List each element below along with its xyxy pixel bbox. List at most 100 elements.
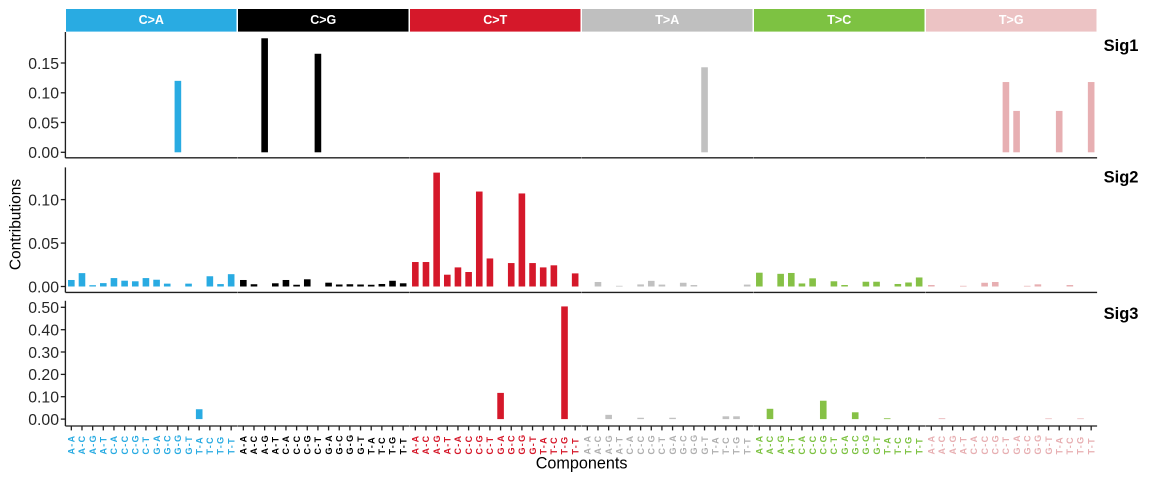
svg-text:0.05: 0.05: [28, 236, 59, 253]
svg-text:A-A: A-A: [67, 435, 77, 455]
svg-text:0.20: 0.20: [28, 367, 59, 384]
svg-text:A-A: A-A: [927, 435, 937, 455]
svg-text:A-T: A-T: [615, 436, 625, 455]
svg-text:C-G: C-G: [302, 434, 312, 454]
svg-text:A-T: A-T: [271, 436, 281, 455]
svg-text:A-C: A-C: [249, 435, 259, 455]
svg-text:C-G: C-G: [474, 434, 484, 454]
svg-text:A-G: A-G: [776, 434, 786, 454]
svg-text:G-C: G-C: [678, 434, 688, 454]
svg-text:C>T: C>T: [483, 13, 507, 27]
svg-text:T-A: T-A: [366, 436, 376, 454]
svg-text:G-G: G-G: [689, 434, 699, 455]
svg-text:C-A: C-A: [969, 435, 979, 455]
svg-text:A-G: A-G: [260, 434, 270, 454]
svg-text:T-G: T-G: [732, 436, 742, 455]
svg-text:G-T: G-T: [356, 435, 366, 454]
svg-text:0.10: 0.10: [28, 192, 59, 209]
svg-text:T>G: T>G: [999, 13, 1024, 27]
svg-text:T-G: T-G: [388, 436, 398, 455]
svg-text:G-T: G-T: [872, 435, 882, 454]
svg-text:T-T: T-T: [226, 437, 236, 454]
svg-text:C-T: C-T: [657, 436, 667, 455]
svg-text:C-G: C-G: [818, 434, 828, 454]
svg-text:0.00: 0.00: [28, 279, 59, 296]
svg-text:C-C: C-C: [464, 435, 474, 455]
svg-text:C>G: C>G: [310, 13, 336, 27]
svg-text:T-G: T-G: [560, 436, 570, 455]
svg-text:A-C: A-C: [421, 435, 431, 455]
svg-text:A-C: A-C: [765, 435, 775, 455]
svg-text:G-T: G-T: [700, 435, 710, 454]
svg-text:T-T: T-T: [914, 437, 924, 454]
svg-text:A-T: A-T: [443, 436, 453, 455]
svg-text:T-C: T-C: [377, 436, 387, 454]
svg-text:0.05: 0.05: [28, 115, 59, 132]
svg-text:A-C: A-C: [937, 435, 947, 455]
svg-text:T>A: T>A: [655, 13, 679, 27]
svg-text:T-T: T-T: [1086, 437, 1096, 454]
svg-text:A-T: A-T: [99, 436, 109, 455]
svg-text:A-G: A-G: [88, 434, 98, 454]
svg-text:G-A: G-A: [1012, 434, 1022, 454]
svg-text:G-C: G-C: [506, 434, 516, 454]
svg-text:A-T: A-T: [959, 436, 969, 455]
svg-text:G-C: G-C: [162, 434, 172, 454]
svg-text:G-T: G-T: [184, 435, 194, 454]
svg-text:T-A: T-A: [1054, 436, 1064, 454]
svg-text:G-G: G-G: [517, 434, 527, 455]
svg-text:G-T: G-T: [528, 435, 538, 454]
svg-text:T-T: T-T: [570, 437, 580, 454]
svg-text:A-G: A-G: [948, 434, 958, 454]
svg-text:0.30: 0.30: [28, 345, 59, 362]
svg-text:Components: Components: [536, 454, 628, 472]
svg-text:Sig2: Sig2: [1104, 169, 1139, 187]
svg-text:A-C: A-C: [593, 435, 603, 455]
svg-text:G-A: G-A: [152, 434, 162, 454]
svg-text:T-C: T-C: [893, 436, 903, 454]
svg-text:C-C: C-C: [292, 435, 302, 455]
svg-text:C-T: C-T: [313, 436, 323, 455]
svg-text:A-T: A-T: [787, 436, 797, 455]
svg-text:A-C: A-C: [77, 435, 87, 455]
svg-text:A-A: A-A: [239, 435, 249, 455]
svg-text:C-A: C-A: [109, 435, 119, 455]
svg-text:G-T: G-T: [1044, 435, 1054, 454]
svg-text:C-C: C-C: [808, 435, 818, 455]
svg-text:G-A: G-A: [668, 434, 678, 454]
svg-text:0.15: 0.15: [28, 56, 59, 73]
svg-text:T-C: T-C: [205, 436, 215, 454]
svg-text:C-G: C-G: [990, 434, 1000, 454]
svg-text:G-A: G-A: [840, 434, 850, 454]
svg-text:T-C: T-C: [549, 436, 559, 454]
svg-text:T-A: T-A: [710, 436, 720, 454]
svg-text:C-A: C-A: [281, 435, 291, 455]
svg-text:T>C: T>C: [827, 13, 851, 27]
svg-text:C-T: C-T: [141, 436, 151, 455]
svg-text:T-A: T-A: [538, 436, 548, 454]
svg-text:C-G: C-G: [646, 434, 656, 454]
svg-text:C-A: C-A: [625, 435, 635, 455]
svg-text:G-C: G-C: [1022, 434, 1032, 454]
svg-text:C-A: C-A: [797, 435, 807, 455]
svg-text:C-C: C-C: [636, 435, 646, 455]
svg-text:G-A: G-A: [324, 434, 334, 454]
svg-text:A-A: A-A: [583, 435, 593, 455]
svg-text:A-A: A-A: [755, 435, 765, 455]
svg-text:C>A: C>A: [139, 13, 164, 27]
svg-text:0.50: 0.50: [28, 300, 59, 317]
svg-text:C-T: C-T: [485, 436, 495, 455]
svg-text:C-T: C-T: [829, 436, 839, 455]
svg-text:T-C: T-C: [721, 436, 731, 454]
svg-text:0.10: 0.10: [28, 86, 59, 103]
svg-text:T-G: T-G: [216, 436, 226, 455]
svg-text:G-C: G-C: [850, 434, 860, 454]
svg-text:0.00: 0.00: [28, 145, 59, 162]
svg-text:A-G: A-G: [604, 434, 614, 454]
svg-text:T-G: T-G: [1076, 436, 1086, 455]
svg-text:C-G: C-G: [130, 434, 140, 454]
svg-text:C-T: C-T: [1001, 436, 1011, 455]
svg-text:0.00: 0.00: [28, 412, 59, 429]
svg-text:C-C: C-C: [120, 435, 130, 455]
svg-text:Sig1: Sig1: [1104, 37, 1139, 55]
